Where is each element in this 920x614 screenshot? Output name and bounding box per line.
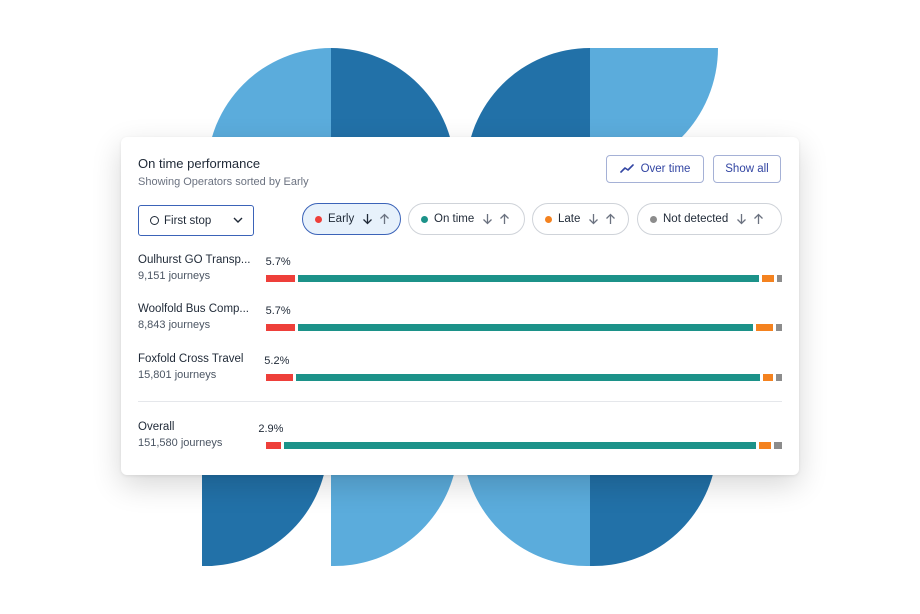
early-percentage-label: 2.9% (258, 423, 284, 435)
filter-pill-0[interactable]: Early (302, 203, 401, 235)
journey-count: 15,801 journeys (138, 369, 217, 381)
status-dot-icon (545, 215, 552, 223)
journey-count: 9,151 journeys (138, 270, 211, 282)
filter-pill-label: Late (558, 213, 581, 225)
show-all-label: Show all (725, 163, 769, 175)
filter-pill-label: Early (328, 213, 355, 225)
journey-count: 151,580 journeys (138, 437, 223, 449)
bar-segment-not-detected (773, 442, 782, 449)
filter-pill-1[interactable]: On time (408, 203, 525, 235)
bar-segment-on-time (283, 442, 756, 449)
show-all-button[interactable]: Show all (713, 155, 781, 183)
bar-segment-late (755, 324, 773, 331)
circle-icon (150, 216, 159, 225)
filter-pill-2[interactable]: Late (532, 203, 629, 235)
bg-shape-bottom-right-dark (590, 470, 714, 567)
operator-name: Foxfold Cross Travel (138, 353, 244, 365)
sort-descending-icon[interactable] (362, 213, 373, 225)
sort-ascending-icon[interactable] (499, 213, 510, 225)
bar-segment-not-detected (775, 374, 782, 381)
on-time-performance-card: On time performance Showing Operators so… (121, 137, 799, 475)
early-percentage-label: 5.7% (265, 256, 291, 268)
stop-select[interactable]: First stop (138, 205, 254, 236)
operator-name: Overall (138, 421, 175, 433)
bar-segment-early (266, 442, 281, 449)
bar-segment-not-detected (776, 275, 782, 282)
filter-pill-label: On time (434, 213, 475, 225)
bar-segment-not-detected (775, 324, 782, 331)
chevron-down-icon (233, 217, 243, 223)
panel-title: On time performance (138, 156, 261, 171)
status-dot-icon (315, 215, 322, 223)
operator-name: Oulhurst GO Transp... (138, 254, 251, 266)
status-dot-icon (650, 215, 657, 223)
filter-pill-label: Not detected (663, 213, 729, 225)
over-time-button[interactable]: Over time (606, 155, 704, 183)
bar-segment-late (761, 275, 774, 282)
sort-descending-icon[interactable] (588, 213, 599, 225)
trend-line-icon (619, 164, 634, 173)
operator-name: Woolfold Bus Comp... (138, 303, 250, 315)
bar-segment-on-time (298, 324, 753, 331)
stop-select-value: First stop (164, 214, 212, 227)
sort-descending-icon[interactable] (736, 213, 747, 225)
early-percentage-label: 5.7% (265, 305, 291, 317)
bg-shape-bottom-left-dark (202, 470, 325, 567)
bg-shape-bottom-mid-light (331, 470, 455, 567)
status-dot-icon (421, 215, 428, 223)
bar-segment-late (758, 442, 771, 449)
bg-shape-bottom-right-light (466, 470, 590, 567)
sort-ascending-icon[interactable] (753, 213, 764, 225)
bar-segment-early (266, 324, 296, 331)
bar-segment-early (266, 374, 293, 381)
journey-count: 8,843 journeys (138, 319, 211, 331)
bar-segment-late (762, 374, 773, 381)
filter-pill-3[interactable]: Not detected (637, 203, 782, 235)
panel-subtitle: Showing Operators sorted by Early (138, 176, 309, 188)
bar-segment-on-time (298, 275, 759, 282)
early-percentage-label: 5.2% (264, 355, 290, 367)
bar-segment-on-time (295, 374, 760, 381)
over-time-label: Over time (640, 163, 691, 175)
sort-ascending-icon[interactable] (605, 213, 616, 225)
sort-ascending-icon[interactable] (379, 213, 390, 225)
bar-segment-early (266, 275, 296, 282)
overall-divider (138, 401, 782, 402)
sort-descending-icon[interactable] (482, 213, 493, 225)
